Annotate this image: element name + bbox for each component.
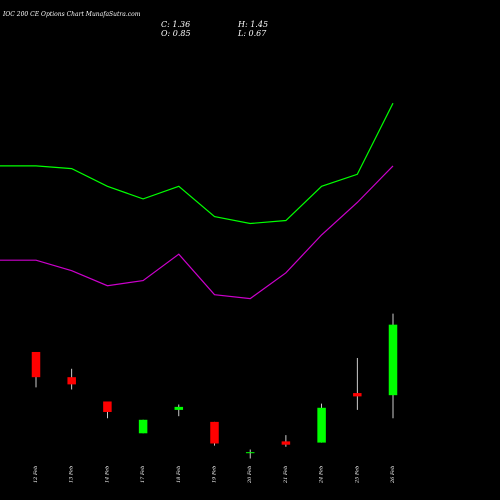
candle-body (388, 324, 398, 396)
x-tick-label: 13 Feb (69, 466, 75, 483)
candle-20-feb (245, 449, 255, 459)
x-tick-label: 25 Feb (354, 466, 360, 484)
candle-body (245, 452, 255, 454)
candle-14-feb (103, 401, 112, 419)
candle-body (281, 441, 291, 445)
candle-13-feb (67, 368, 76, 390)
candles (31, 313, 398, 459)
candle-body (31, 351, 41, 378)
candle-21-feb (281, 435, 291, 447)
candle-18-feb (174, 404, 184, 417)
candle-24-feb (317, 403, 326, 443)
candle-19-feb (210, 421, 219, 446)
candle-body (353, 393, 362, 397)
candle-25-feb (353, 357, 362, 410)
x-tick-label: 17 Feb (140, 466, 146, 483)
candle-17-feb (138, 419, 148, 434)
candle-body (103, 401, 112, 412)
open-readout: O: 0.85 (161, 29, 191, 38)
x-tick-label: 12 Feb (33, 466, 39, 483)
upper-band-line (0, 102, 394, 225)
candle-body (317, 407, 326, 443)
indicator-lines (0, 102, 394, 300)
x-tick-label: 26 Feb (390, 466, 396, 484)
candle-body (210, 421, 219, 444)
high-readout: H: 1.45 (237, 20, 268, 29)
candle-body (138, 419, 148, 434)
lower-band-line (0, 165, 394, 300)
x-tick-label: 18 Feb (176, 466, 182, 483)
close-readout: C: 1.36 (161, 20, 190, 29)
candle-26-feb (388, 313, 398, 419)
x-tick-label: 19 Feb (212, 466, 218, 483)
x-axis-ticks: 12 Feb 13 Feb 14 Feb 17 Feb 18 Feb 19 Feb 20 F… (33, 466, 396, 484)
candle-12-feb (31, 351, 41, 388)
chart-title: IOC 200 CE Options Chart MunafaSutra.com (2, 11, 141, 18)
candle-body (67, 377, 76, 385)
candle-body (174, 406, 184, 410)
x-tick-label: 24 Feb (319, 466, 325, 484)
x-tick-label: 14 Feb (104, 466, 110, 483)
low-readout: L: 0.67 (237, 29, 267, 38)
x-tick-label: 21 Feb (283, 466, 289, 484)
x-tick-label: 20 Feb (247, 466, 253, 484)
